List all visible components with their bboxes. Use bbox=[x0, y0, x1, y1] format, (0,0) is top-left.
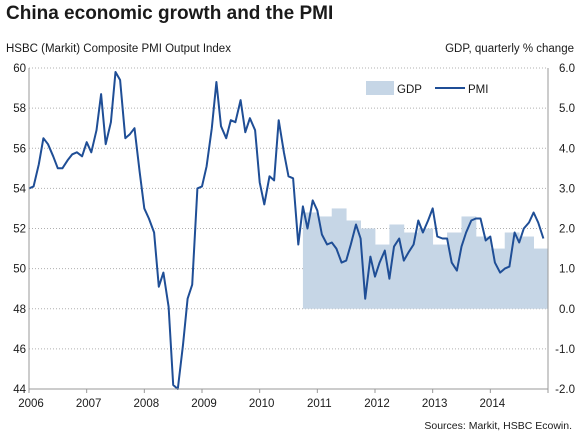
left-tick-label: 46 bbox=[13, 344, 26, 356]
left-tick-label: 58 bbox=[13, 103, 26, 115]
source-note: Sources: Markit, HSBC Ecowin. bbox=[424, 420, 572, 432]
left-tick-label: 50 bbox=[13, 264, 26, 276]
legend: GDP PMI bbox=[366, 81, 488, 96]
gdp-bar bbox=[490, 248, 506, 309]
left-tick-label: 44 bbox=[13, 384, 26, 396]
legend-label-gdp: GDP bbox=[397, 84, 422, 96]
axes: 44 46 48 50 52 54 56 58 60 -2.0 -1.0 0.0 1.0 2.0 3.0 4.… bbox=[13, 63, 575, 410]
x-tick-label: 2007 bbox=[76, 398, 102, 410]
right-tick-label: -1.0 bbox=[555, 344, 575, 356]
right-tick-label: 3.0 bbox=[559, 183, 575, 195]
left-tick-label: 48 bbox=[13, 304, 26, 316]
left-tick-label: 52 bbox=[13, 224, 26, 236]
gdp-bar bbox=[504, 232, 520, 309]
gdp-bar bbox=[432, 244, 448, 309]
x-tick-label: 2008 bbox=[134, 398, 160, 410]
gdp-bar bbox=[533, 248, 549, 309]
gdp-bar bbox=[302, 212, 318, 309]
left-tick-label: 60 bbox=[13, 63, 26, 75]
right-tick-label: 1.0 bbox=[559, 264, 575, 276]
right-tick-label: 2.0 bbox=[559, 224, 575, 236]
x-tick-label: 2011 bbox=[307, 398, 332, 410]
x-tick-label: 2010 bbox=[249, 398, 275, 410]
x-tick-label: 2014 bbox=[480, 398, 506, 410]
right-tick-label: -2.0 bbox=[555, 384, 575, 396]
gdp-bar bbox=[403, 232, 419, 309]
pmi-line-group bbox=[28, 71, 545, 390]
left-axis-label: HSBC (Markit) Composite PMI Output Index bbox=[6, 43, 231, 55]
right-tick-label: 4.0 bbox=[559, 143, 575, 155]
chart-title: China economic growth and the PMI bbox=[6, 3, 334, 24]
gdp-bar bbox=[317, 216, 333, 309]
gdp-bar bbox=[461, 216, 477, 309]
legend-label-pmi: PMI bbox=[468, 84, 488, 96]
right-tick-label: 0.0 bbox=[559, 304, 575, 316]
x-tick-label: 2006 bbox=[18, 398, 44, 410]
gdp-bar bbox=[475, 236, 491, 309]
left-tick-label: 54 bbox=[13, 183, 26, 195]
x-tick-label: 2012 bbox=[364, 398, 390, 410]
x-tick-label: 2009 bbox=[191, 398, 217, 410]
left-tick-label: 56 bbox=[13, 143, 26, 155]
gdp-bar bbox=[447, 232, 462, 309]
x-tick-label: 2013 bbox=[422, 398, 448, 410]
legend-swatch-gdp bbox=[366, 81, 394, 95]
gdp-bar bbox=[346, 220, 361, 309]
right-tick-label: 6.0 bbox=[559, 63, 575, 75]
gdp-bar bbox=[418, 228, 434, 309]
gdp-bar bbox=[519, 236, 534, 309]
pmi-line bbox=[28, 71, 545, 390]
right-axis-label: GDP, quarterly % change bbox=[445, 43, 574, 55]
right-tick-label: 5.0 bbox=[559, 103, 575, 115]
